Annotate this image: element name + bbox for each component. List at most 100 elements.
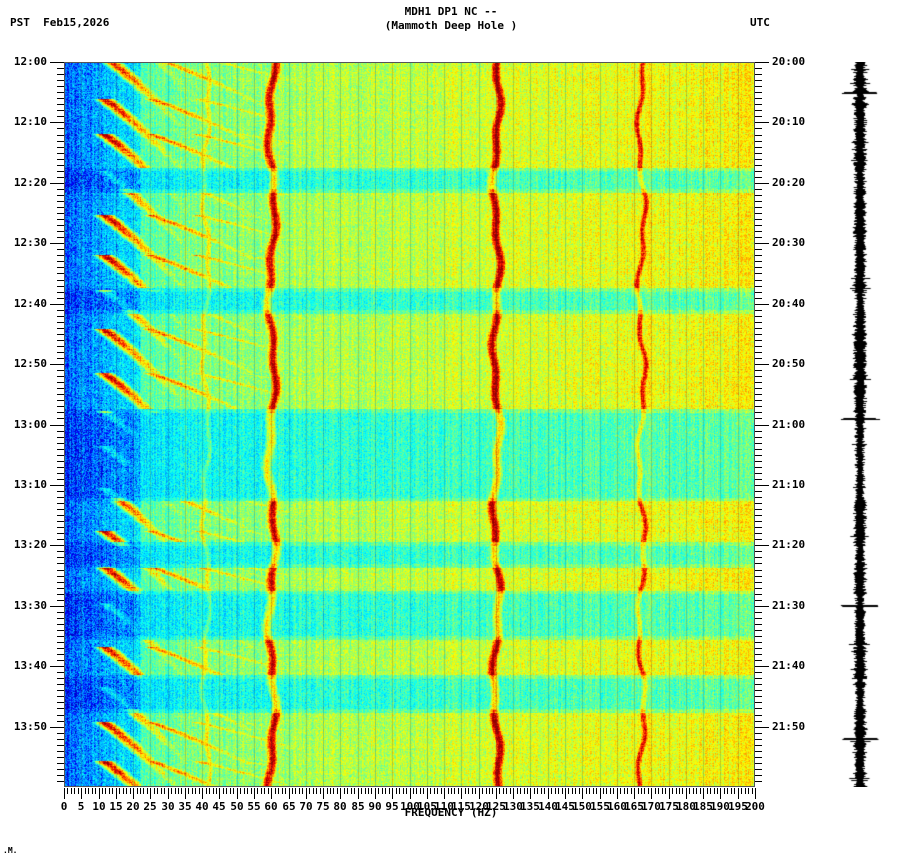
freq-major-tick: [340, 788, 341, 799]
freq-minor-tick: [465, 788, 466, 794]
page-subtitle: (Mammoth Deep Hole ): [384, 19, 518, 32]
time-minor-tick-left: [57, 370, 64, 371]
time-minor-tick-left: [57, 237, 64, 238]
freq-major-tick: [720, 788, 721, 799]
time-minor-tick-left: [57, 80, 64, 81]
freq-minor-tick: [593, 788, 594, 794]
freq-minor-tick: [676, 788, 677, 794]
freq-minor-tick: [517, 788, 518, 794]
freq-minor-tick: [714, 788, 715, 794]
freq-minor-tick: [285, 788, 286, 794]
time-minor-tick-right: [755, 219, 762, 220]
freq-minor-tick: [586, 788, 587, 794]
freq-minor-tick: [420, 788, 421, 794]
freq-major-tick: [81, 788, 82, 799]
freq-minor-tick: [92, 788, 93, 794]
freq-minor-tick: [292, 788, 293, 794]
time-label-utc-2140: 21:40: [772, 659, 806, 672]
freq-major-tick: [185, 788, 186, 799]
time-minor-tick-right: [755, 388, 762, 389]
time-minor-tick-right: [755, 171, 762, 172]
freq-minor-tick: [610, 788, 611, 794]
time-minor-tick-right: [755, 352, 762, 353]
time-minor-tick-left: [57, 104, 64, 105]
freq-minor-tick: [112, 788, 113, 794]
time-minor-tick-left: [57, 352, 64, 353]
freq-minor-tick: [126, 788, 127, 794]
freq-minor-tick: [700, 788, 701, 794]
freq-minor-tick: [403, 788, 404, 794]
freq-minor-tick: [534, 788, 535, 794]
time-minor-tick-left: [57, 745, 64, 746]
freq-minor-tick: [638, 788, 639, 794]
freq-minor-tick: [327, 788, 328, 794]
freq-minor-tick: [658, 788, 659, 794]
freq-minor-tick: [710, 788, 711, 794]
freq-minor-tick: [603, 788, 604, 794]
time-minor-tick-right: [755, 147, 762, 148]
freq-major-tick: [219, 788, 220, 799]
time-minor-tick-left: [57, 334, 64, 335]
freq-minor-tick: [572, 788, 573, 794]
time-minor-tick-left: [57, 739, 64, 740]
freq-minor-tick: [382, 788, 383, 794]
time-major-tick-left: [50, 304, 64, 305]
freq-major-tick: [116, 788, 117, 799]
time-major-tick-right: [755, 727, 769, 728]
freq-minor-tick: [157, 788, 158, 794]
time-minor-tick-right: [755, 533, 762, 534]
time-major-tick-right: [755, 545, 769, 546]
time-minor-tick-left: [57, 255, 64, 256]
time-major-tick-right: [755, 183, 769, 184]
freq-minor-tick: [672, 788, 673, 794]
time-minor-tick-left: [57, 702, 64, 703]
freq-minor-tick: [544, 788, 545, 794]
freq-major-tick: [669, 788, 670, 799]
freq-minor-tick: [575, 788, 576, 794]
time-minor-tick-left: [57, 225, 64, 226]
freq-minor-tick: [244, 788, 245, 794]
freq-minor-tick: [641, 788, 642, 794]
freq-minor-tick: [451, 788, 452, 794]
time-minor-tick-right: [755, 557, 762, 558]
time-minor-tick-right: [755, 406, 762, 407]
time-minor-tick-left: [57, 406, 64, 407]
freq-minor-tick: [486, 788, 487, 794]
seismogram-trace-panel[interactable]: [836, 62, 892, 787]
freq-minor-tick: [78, 788, 79, 794]
spectrogram-plot[interactable]: [64, 62, 755, 787]
freq-major-tick: [306, 788, 307, 799]
freq-minor-tick: [71, 788, 72, 794]
time-major-tick-right: [755, 606, 769, 607]
time-minor-tick-left: [57, 431, 64, 432]
time-minor-tick-right: [755, 733, 762, 734]
freq-minor-tick: [562, 788, 563, 794]
time-label-utc-2050: 20:50: [772, 357, 806, 370]
freq-major-tick: [617, 788, 618, 799]
freq-minor-tick: [520, 788, 521, 794]
time-minor-tick-right: [755, 582, 762, 583]
time-minor-tick-right: [755, 781, 762, 782]
time-minor-tick-right: [755, 745, 762, 746]
time-minor-tick-right: [755, 660, 762, 661]
time-minor-tick-right: [755, 576, 762, 577]
time-minor-tick-right: [755, 721, 762, 722]
time-minor-tick-right: [755, 292, 762, 293]
freq-minor-tick: [137, 788, 138, 794]
time-minor-tick-left: [57, 280, 64, 281]
time-label-pst-1250: 12:50: [13, 357, 47, 370]
time-minor-tick-right: [755, 757, 762, 758]
freq-major-tick: [392, 788, 393, 799]
time-minor-tick-right: [755, 437, 762, 438]
time-minor-tick-right: [755, 443, 762, 444]
time-minor-tick-right: [755, 334, 762, 335]
time-minor-tick-right: [755, 467, 762, 468]
time-label-utc-2130: 21:30: [772, 599, 806, 612]
time-minor-tick-right: [755, 286, 762, 287]
freq-minor-tick: [147, 788, 148, 794]
time-minor-tick-left: [57, 110, 64, 111]
freq-minor-tick: [247, 788, 248, 794]
freq-minor-tick: [295, 788, 296, 794]
freq-minor-tick: [251, 788, 252, 794]
time-minor-tick-right: [755, 775, 762, 776]
